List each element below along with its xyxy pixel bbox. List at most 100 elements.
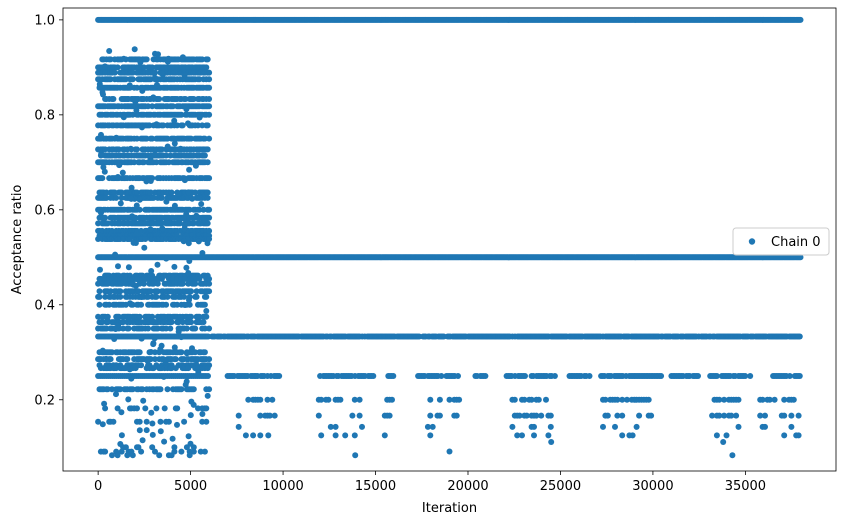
data-point bbox=[424, 423, 431, 430]
data-point bbox=[156, 96, 163, 102]
data-point bbox=[102, 146, 109, 153]
data-point bbox=[99, 347, 106, 354]
data-point bbox=[762, 412, 768, 419]
data-point bbox=[436, 412, 443, 419]
data-point bbox=[204, 56, 211, 63]
data-point bbox=[790, 396, 797, 403]
data-point bbox=[188, 288, 195, 295]
data-point bbox=[370, 373, 377, 379]
data-point bbox=[106, 301, 113, 308]
data-point bbox=[521, 396, 528, 403]
data-point bbox=[427, 412, 434, 419]
data-point bbox=[148, 268, 155, 274]
data-point bbox=[192, 162, 199, 169]
data-point bbox=[614, 412, 621, 419]
data-point bbox=[134, 227, 140, 234]
data-point bbox=[193, 212, 200, 219]
data-point bbox=[158, 194, 165, 201]
data-point bbox=[196, 76, 203, 83]
data-point bbox=[116, 162, 123, 169]
data-point bbox=[195, 405, 201, 412]
data-point bbox=[145, 103, 152, 110]
data-point bbox=[129, 213, 136, 220]
data-point bbox=[203, 313, 210, 320]
data-point bbox=[548, 439, 555, 445]
data-point bbox=[179, 280, 186, 287]
data-point bbox=[107, 56, 114, 63]
data-point bbox=[118, 409, 125, 416]
data-point bbox=[788, 423, 795, 430]
data-point bbox=[204, 365, 211, 372]
data-point bbox=[163, 325, 170, 332]
data-point bbox=[159, 225, 166, 232]
data-point bbox=[98, 131, 104, 138]
data-point bbox=[206, 135, 213, 142]
data-point bbox=[138, 448, 145, 455]
data-point bbox=[269, 396, 276, 403]
data-point bbox=[111, 336, 118, 342]
data-point bbox=[188, 313, 195, 320]
data-point bbox=[181, 293, 188, 300]
x-tick-label: 0 bbox=[94, 479, 102, 494]
data-point bbox=[206, 103, 213, 110]
data-point bbox=[165, 55, 172, 62]
data-point bbox=[152, 448, 158, 455]
data-point bbox=[174, 122, 181, 129]
data-point bbox=[177, 220, 183, 227]
data-point bbox=[352, 452, 359, 459]
data-point bbox=[187, 412, 194, 419]
data-point bbox=[192, 325, 199, 332]
data-point bbox=[757, 412, 764, 419]
data-point bbox=[138, 335, 145, 342]
data-point bbox=[111, 189, 118, 196]
data-point bbox=[201, 301, 208, 308]
data-point bbox=[332, 423, 339, 430]
data-point bbox=[186, 301, 193, 308]
data-point bbox=[185, 240, 192, 247]
data-point bbox=[203, 418, 210, 425]
data-point bbox=[178, 111, 185, 118]
data-point bbox=[188, 319, 195, 326]
data-point bbox=[111, 69, 118, 76]
data-point bbox=[206, 69, 213, 76]
data-point bbox=[135, 444, 142, 451]
data-point bbox=[120, 319, 127, 326]
data-point bbox=[143, 418, 150, 425]
data-point bbox=[199, 250, 206, 256]
data-point bbox=[235, 423, 242, 430]
data-point bbox=[150, 94, 157, 101]
data-point bbox=[103, 194, 110, 201]
data-point bbox=[97, 266, 103, 273]
data-point bbox=[114, 452, 121, 459]
data-point bbox=[193, 357, 200, 364]
data-point bbox=[136, 427, 143, 434]
data-point bbox=[112, 326, 119, 332]
data-point bbox=[165, 418, 172, 425]
data-point bbox=[538, 412, 545, 419]
data-point bbox=[190, 448, 197, 455]
y-tick-label: 0.8 bbox=[34, 108, 55, 123]
data-point bbox=[138, 301, 145, 308]
data-point bbox=[438, 373, 445, 379]
data-point bbox=[455, 373, 461, 379]
data-point bbox=[543, 396, 549, 403]
data-point bbox=[766, 396, 773, 403]
data-point bbox=[117, 293, 124, 300]
data-point bbox=[104, 318, 111, 325]
data-point bbox=[126, 82, 133, 89]
data-point bbox=[149, 431, 156, 438]
data-point bbox=[187, 440, 194, 447]
data-point bbox=[152, 356, 158, 363]
data-point bbox=[242, 432, 249, 439]
data-point bbox=[206, 76, 213, 83]
data-point bbox=[198, 201, 205, 207]
data-point bbox=[102, 275, 109, 282]
data-point bbox=[104, 386, 111, 393]
data-point bbox=[171, 117, 178, 124]
data-point bbox=[349, 412, 356, 419]
data-point bbox=[175, 319, 182, 326]
data-point bbox=[427, 396, 434, 403]
data-point bbox=[124, 356, 131, 363]
data-point bbox=[265, 432, 272, 439]
data-point bbox=[389, 396, 395, 403]
